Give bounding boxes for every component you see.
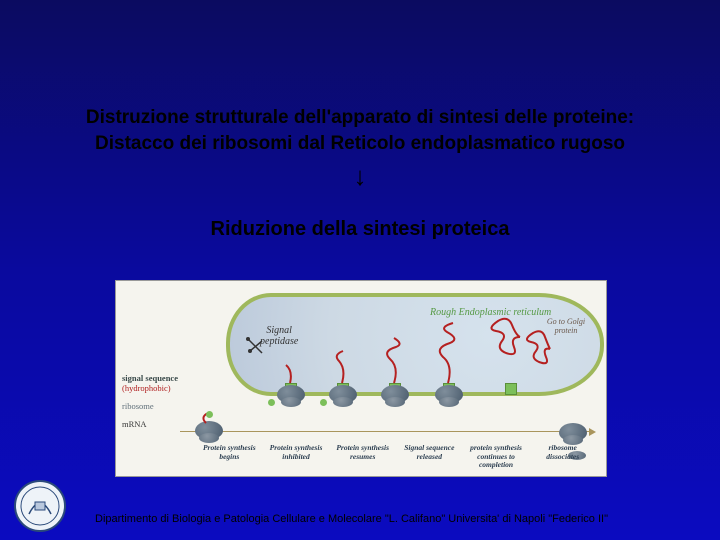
title-line1: Distruzione strutturale dell'apparato di… — [86, 107, 634, 128]
down-arrow-icon: ↓ — [0, 162, 720, 192]
label-signal-seq: signal sequence — [122, 373, 178, 383]
ribosome-icon — [380, 385, 410, 411]
er-diagram: signal sequence(hydrophobic) ribosome mR… — [115, 280, 607, 477]
nascent-chain-icon — [230, 297, 600, 392]
ribosome-icon — [328, 385, 358, 411]
srp-icon — [320, 399, 327, 406]
stage-label: Protein synthesisinhibited — [263, 444, 330, 470]
stage-label: protein synthesiscontinues to completion — [463, 444, 530, 470]
stage-label: ribosomedissociates — [529, 444, 596, 470]
stage-labels: Protein synthesisbegins Protein synthesi… — [196, 444, 596, 470]
university-crest-icon — [12, 478, 68, 534]
peptidase-icon — [244, 335, 274, 365]
stage-label: Protein synthesisresumes — [329, 444, 396, 470]
stage-label: Protein synthesisbegins — [196, 444, 263, 470]
ribosome-icon — [276, 385, 306, 411]
slide: Distruzione strutturale dell'apparato di… — [0, 0, 720, 540]
footer-text: Dipartimento di Biologia e Patologia Cel… — [95, 513, 608, 525]
title-line2: Distacco dei ribosomi dal Reticolo endop… — [95, 133, 625, 154]
er-wrap: Rough Endoplasmic reticulum Signalpeptid… — [226, 293, 596, 388]
label-hydrophobic: (hydrophobic) — [122, 383, 171, 393]
stage-label: Signal sequencereleased — [396, 444, 463, 470]
er-membrane: Rough Endoplasmic reticulum Signalpeptid… — [226, 293, 604, 396]
mrna-track-icon — [180, 431, 590, 432]
subtitle: Riduzione della sintesi proteica — [0, 218, 720, 241]
title-block: Distruzione strutturale dell'apparato di… — [0, 105, 720, 156]
srp-icon — [206, 411, 213, 418]
srp-icon — [268, 399, 275, 406]
ribosome-icon — [434, 385, 464, 411]
